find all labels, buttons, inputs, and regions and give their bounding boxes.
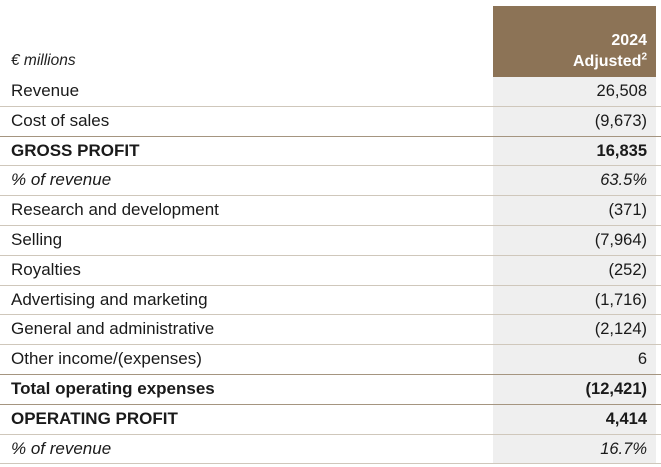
row-value: (9,673) [493,106,656,136]
column-header-2024-adjusted: 2024 Adjusted2 [493,6,656,77]
row-value: 4,414 [493,404,656,434]
row-label: Research and development [11,200,219,220]
row-label: Advertising and marketing [11,289,208,309]
row-label: Total operating expenses [11,378,215,398]
column-year: 2024 [611,32,647,49]
row-label: General and administrative [11,319,215,339]
footnote-marker: 2 [641,51,647,63]
row-value: 16.7% [493,434,656,464]
row-total-operating-expenses: Total operating expenses (12,421) [0,374,661,405]
row-selling: Selling (7,964) [0,225,661,256]
row-cost-of-sales: Cost of sales (9,673) [0,106,661,137]
row-label: % of revenue [11,438,112,458]
row-label: GROSS PROFIT [11,140,140,160]
row-operating-profit: OPERATING PROFIT 4,414 [0,404,661,435]
row-gross-margin: % of revenue 63.5% [0,166,661,197]
row-operating-margin: % of revenue 16.7% [0,434,661,465]
row-gross-profit: GROSS PROFIT 16,835 [0,136,661,167]
table-body: Revenue 26,508 Cost of sales (9,673) GRO… [0,77,661,465]
row-value: (1,716) [493,285,656,315]
row-advertising-marketing: Advertising and marketing (1,716) [0,285,661,316]
unit-label: € millions [11,52,76,69]
row-label: Selling [11,229,63,249]
row-label: Royalties [11,259,81,279]
row-value: 26,508 [493,77,656,106]
row-value: (7,964) [493,225,656,255]
row-value: (12,421) [493,374,656,404]
row-label: OPERATING PROFIT [11,408,178,428]
row-general-administrative: General and administrative (2,124) [0,315,661,346]
row-royalties: Royalties (252) [0,255,661,286]
row-revenue: Revenue 26,508 [0,77,661,107]
row-value: 63.5% [493,166,656,196]
column-label-wrap: Adjusted2 [493,51,647,72]
row-label: Cost of sales [11,110,110,130]
row-research-development: Research and development (371) [0,196,661,226]
row-value: 16,835 [493,136,656,166]
row-label: Revenue [11,81,80,100]
row-value: (252) [493,255,656,285]
row-other-income-expenses: Other income/(expenses) 6 [0,345,661,375]
table-header: € millions 2024 Adjusted2 [0,0,661,77]
row-value: (2,124) [493,315,656,345]
column-label: Adjusted [572,53,642,70]
row-label: % of revenue [11,170,112,190]
row-value: 6 [493,345,656,374]
row-label: Other income/(expenses) [11,349,202,369]
row-value: (371) [493,196,656,225]
